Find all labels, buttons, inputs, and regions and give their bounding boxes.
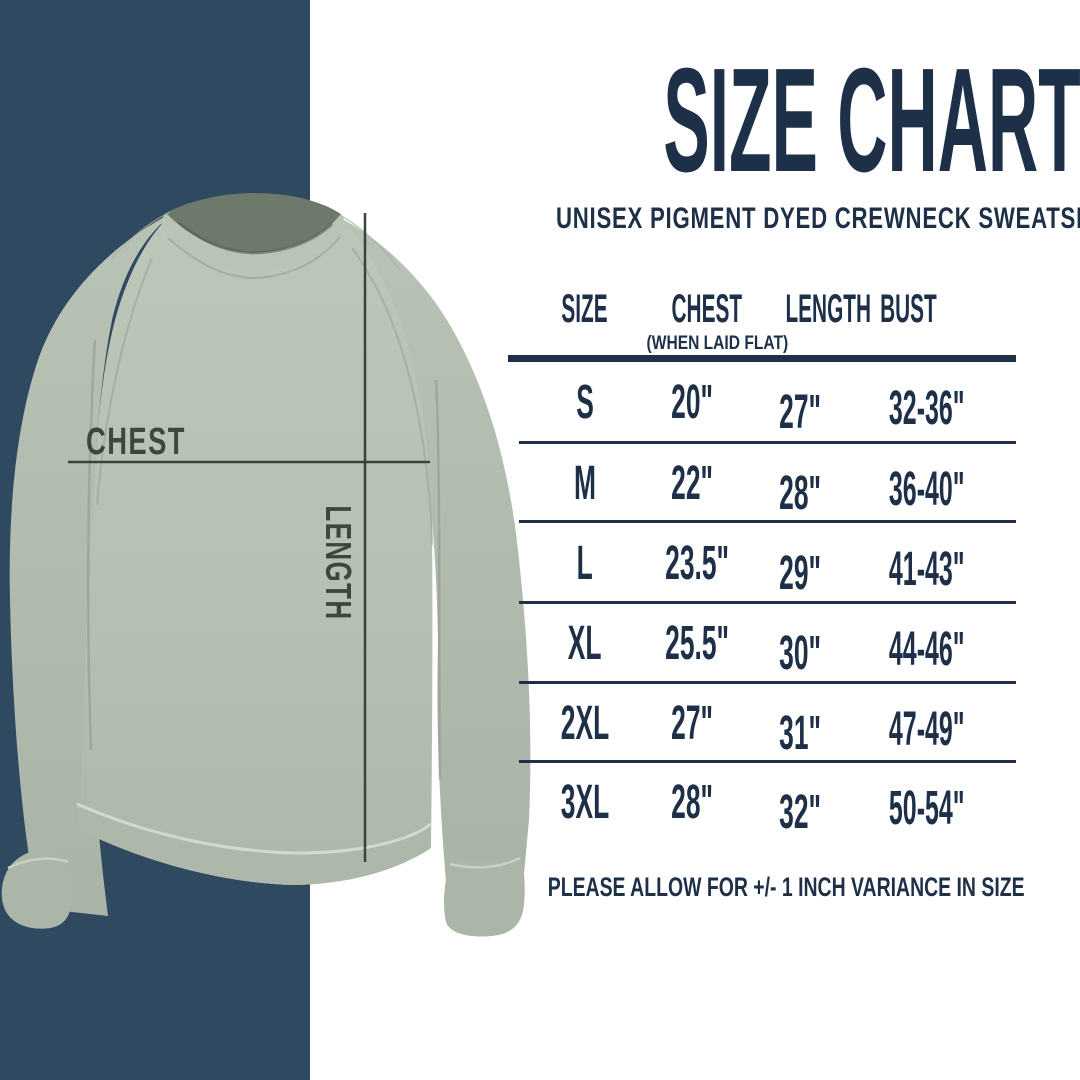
- bust-cell: 44-46": [888, 622, 965, 676]
- table-row: M 22" 28" 36-40": [531, 444, 965, 522]
- chest-measure-label: CHEST: [86, 421, 186, 463]
- page-title: SIZE CHART: [663, 38, 1080, 203]
- chest-cell: 28": [671, 775, 714, 829]
- size-cell: S: [575, 375, 594, 429]
- right-sleeve: [332, 214, 531, 882]
- size-cell: 3XL: [560, 775, 609, 829]
- row-divider: [519, 520, 1016, 523]
- chest-cell: 27": [671, 696, 714, 750]
- length-cell: 28": [778, 466, 821, 520]
- table-row: 3XL 28" 32" 50-54": [531, 763, 965, 841]
- table-row: XL 25.5" 30" 44-46": [531, 604, 965, 682]
- length-cell: 31": [778, 706, 821, 760]
- row-divider: [519, 601, 1016, 604]
- chest-column-sublabel: (WHEN LAID FLAT): [646, 333, 789, 354]
- chest-cell: 25.5": [664, 616, 729, 670]
- right-sleeve-crease: [434, 379, 442, 781]
- variance-note: PLEASE ALLOW FOR +/- 1 INCH VARIANCE IN …: [547, 872, 1025, 902]
- bust-cell: 32-36": [888, 381, 965, 435]
- size-cell: L: [576, 536, 593, 590]
- bust-cell: 36-40": [888, 462, 965, 516]
- length-cell: 32": [778, 785, 821, 839]
- column-header-bust: BUST: [879, 286, 937, 331]
- table-header-row: SIZE CHEST LENGTH BUST: [531, 285, 961, 333]
- right-cuff-seam: [449, 856, 521, 869]
- right-shoulder-seam: [339, 214, 401, 271]
- length-cell: 27": [778, 385, 821, 439]
- table-row: S 20" 27" 32-36": [531, 363, 965, 441]
- column-header-size: SIZE: [561, 286, 608, 331]
- bust-cell: 50-54": [888, 781, 965, 835]
- navy-accent-block: [0, 0, 310, 1080]
- table-row: 2XL 27" 31" 47-49": [531, 684, 965, 762]
- size-cell: M: [573, 456, 596, 510]
- page-subtitle: UNISEX PIGMENT DYED CREWNECK SWEATSHIRT: [555, 202, 1080, 235]
- size-cell: XL: [567, 616, 602, 670]
- row-divider: [519, 760, 1016, 763]
- header-rule: [508, 355, 1016, 362]
- chest-cell: 20": [671, 375, 714, 429]
- column-header-chest: CHEST: [671, 286, 742, 331]
- length-cell: 30": [778, 626, 821, 680]
- row-divider: [519, 681, 1016, 684]
- row-divider: [519, 441, 1016, 444]
- bust-cell: 47-49": [888, 702, 965, 756]
- chest-cell: 23.5": [664, 536, 729, 590]
- bust-cell: 41-43": [888, 542, 965, 596]
- column-header-length: LENGTH: [785, 286, 871, 331]
- chest-cell: 22": [671, 456, 714, 510]
- right-armhole-seam: [351, 247, 433, 546]
- size-cell: 2XL: [560, 696, 609, 750]
- length-cell: 29": [778, 546, 821, 600]
- table-row: L 23.5" 29" 41-43": [531, 524, 965, 602]
